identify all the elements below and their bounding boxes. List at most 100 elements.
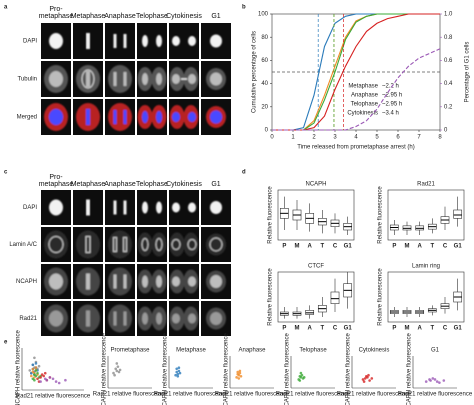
micrograph-content (49, 199, 63, 216)
micrograph (201, 301, 231, 336)
nucleus (142, 312, 148, 325)
micrograph (169, 99, 199, 135)
nucleus (123, 274, 127, 289)
cell-body (108, 304, 132, 333)
cell-body (108, 103, 132, 131)
nucleus (113, 72, 117, 86)
point (112, 371, 115, 375)
x-tick-label: T (320, 326, 324, 332)
nucleus (142, 111, 148, 123)
point (176, 374, 180, 378)
x-axis-label: Time released from prometaphase arrest (… (297, 145, 415, 151)
column-header: Anaphase (104, 13, 136, 20)
point (299, 371, 303, 375)
legend-value: ~3.4 h (382, 111, 399, 117)
nucleus (123, 34, 127, 48)
y-axis-label: NCAPH relative fluorescence (346, 332, 352, 405)
nucleus (188, 36, 196, 46)
point (176, 372, 180, 376)
micrograph-content (137, 105, 167, 129)
point (31, 363, 35, 367)
nucleus (49, 109, 63, 125)
point (365, 374, 368, 378)
point (431, 377, 435, 380)
nucleus (210, 275, 222, 288)
point (302, 376, 306, 379)
micrograph-content (142, 201, 162, 214)
column-header: Metaphase (70, 13, 106, 20)
x-tick-label: P (392, 244, 396, 250)
point (43, 377, 47, 381)
x-tick-label: 8 (438, 135, 442, 141)
x-tick-label: 0 (270, 135, 274, 141)
x-axis-label: Rad21 relative fluorescence (16, 394, 91, 400)
micrograph-content (137, 67, 167, 91)
point (51, 377, 55, 381)
cell-body (206, 233, 226, 256)
point (57, 381, 61, 385)
box (453, 209, 463, 219)
x-axis-label: Rad21 relative fluorescence (215, 392, 290, 398)
nucleus (123, 237, 127, 252)
point (236, 370, 239, 374)
x-tick-label: M (295, 326, 300, 332)
cell-body (108, 267, 132, 296)
micrograph (73, 301, 103, 336)
micrograph (41, 264, 71, 299)
column-header: Pro-metaphase (38, 6, 74, 20)
micrograph (41, 61, 71, 97)
nucleus (210, 72, 222, 86)
y-axis-label: NCAPH relative fluorescence (407, 332, 413, 405)
point (28, 369, 32, 372)
point (435, 380, 439, 383)
panel-label: d (242, 170, 246, 176)
nucleus (113, 34, 117, 48)
micrograph-content (76, 103, 100, 131)
micrograph-content (169, 306, 199, 331)
micrograph-content (49, 33, 63, 49)
micrograph (41, 301, 71, 336)
point (178, 371, 182, 375)
nucleus (188, 202, 196, 213)
x-tick-label: 3 (333, 135, 337, 141)
plot-title: Cytokinesis (359, 348, 390, 354)
cell-body (76, 230, 100, 259)
point (298, 379, 302, 382)
point (115, 362, 119, 365)
nucleus (142, 73, 148, 85)
point (116, 365, 120, 368)
point (177, 366, 181, 370)
y-axis-label: NCAPH relative fluorescence (224, 332, 230, 405)
plot-title: Metaphase (176, 348, 206, 354)
micrograph (105, 61, 135, 97)
y-tick-label: 100 (258, 12, 269, 18)
x-tick-label: P (282, 244, 286, 250)
nucleus (86, 273, 90, 290)
micrograph (169, 61, 199, 97)
column-header: Cytokinesis (166, 13, 202, 20)
micrograph-bg (137, 23, 167, 59)
point (118, 368, 122, 372)
nucleus (187, 239, 197, 250)
micrograph (169, 227, 199, 262)
nucleus (210, 34, 222, 48)
micrograph (105, 227, 135, 262)
point (113, 373, 116, 377)
micrograph (41, 227, 71, 262)
nucleus (209, 237, 223, 252)
nucleus (48, 236, 64, 253)
micrograph (41, 23, 71, 59)
plot-frame (387, 271, 465, 323)
nucleus (171, 239, 181, 250)
legend-label: Metaphase (348, 84, 378, 90)
micrograph (73, 190, 103, 225)
panel-label: c (4, 170, 8, 176)
nucleus (86, 199, 90, 216)
micrograph (201, 23, 231, 59)
micrograph-bg (105, 190, 135, 225)
nucleus (155, 238, 163, 251)
micrograph (169, 264, 199, 299)
plot-frame (277, 189, 355, 241)
point (367, 373, 370, 377)
micrograph-content (206, 68, 226, 90)
